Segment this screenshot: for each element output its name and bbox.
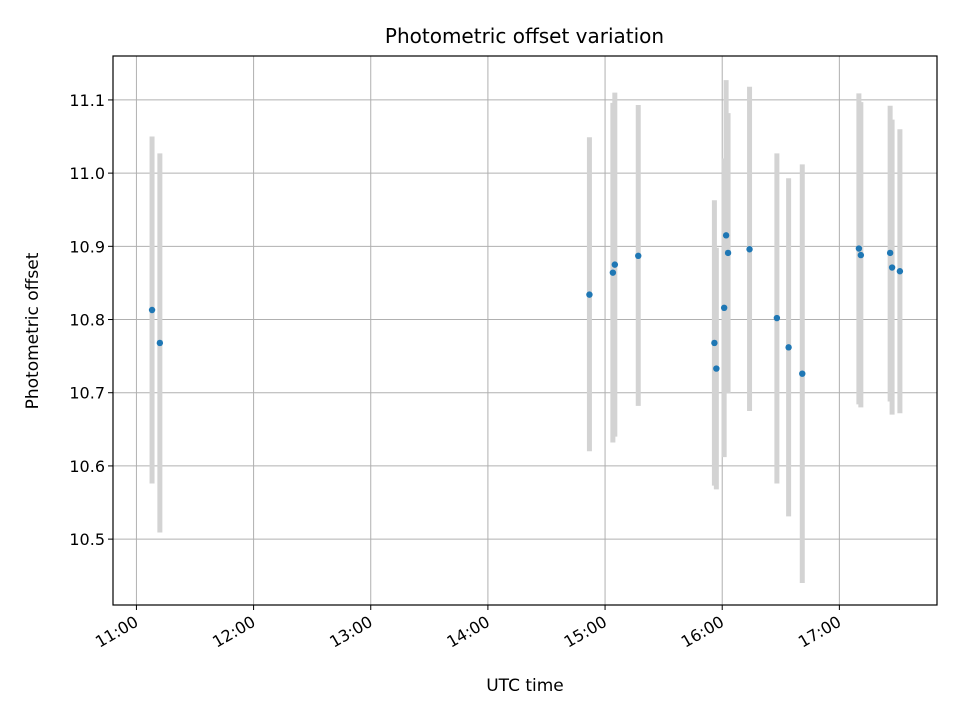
y-tick-label: 10.5 <box>69 530 105 549</box>
data-point <box>148 306 156 314</box>
y-tick-label: 10.6 <box>69 457 105 476</box>
data-point <box>785 344 792 351</box>
data-point <box>713 365 720 372</box>
data-point <box>724 249 732 257</box>
y-tick-label: 11.0 <box>69 164 105 183</box>
data-points <box>148 232 904 377</box>
data-point <box>746 246 753 253</box>
y-axis-title: Photometric offset <box>23 252 43 409</box>
data-point <box>609 269 617 276</box>
y-tick-label: 11.1 <box>69 91 105 110</box>
y-axis: 10.5 10.6 10.7 10.8 10.9 11.0 11.1 <box>69 91 113 549</box>
plot-frame <box>112 55 938 606</box>
chart-title: Photometric offset variation <box>385 24 664 48</box>
data-point <box>888 264 896 271</box>
x-axis-title: UTC time <box>486 676 564 696</box>
data-point <box>773 314 781 322</box>
y-tick-label: 10.9 <box>69 237 105 256</box>
data-point <box>857 251 865 259</box>
data-point <box>635 252 642 260</box>
data-point <box>720 304 728 312</box>
data-point <box>711 339 718 347</box>
y-tick-label: 10.7 <box>69 384 105 403</box>
data-point <box>855 245 863 252</box>
y-tick-label: 10.8 <box>69 311 105 330</box>
data-point <box>799 370 806 377</box>
data-point <box>586 291 593 298</box>
data-point <box>722 232 730 239</box>
data-point <box>886 249 894 257</box>
data-point <box>896 268 904 275</box>
data-point <box>611 261 619 268</box>
data-point <box>156 339 164 347</box>
